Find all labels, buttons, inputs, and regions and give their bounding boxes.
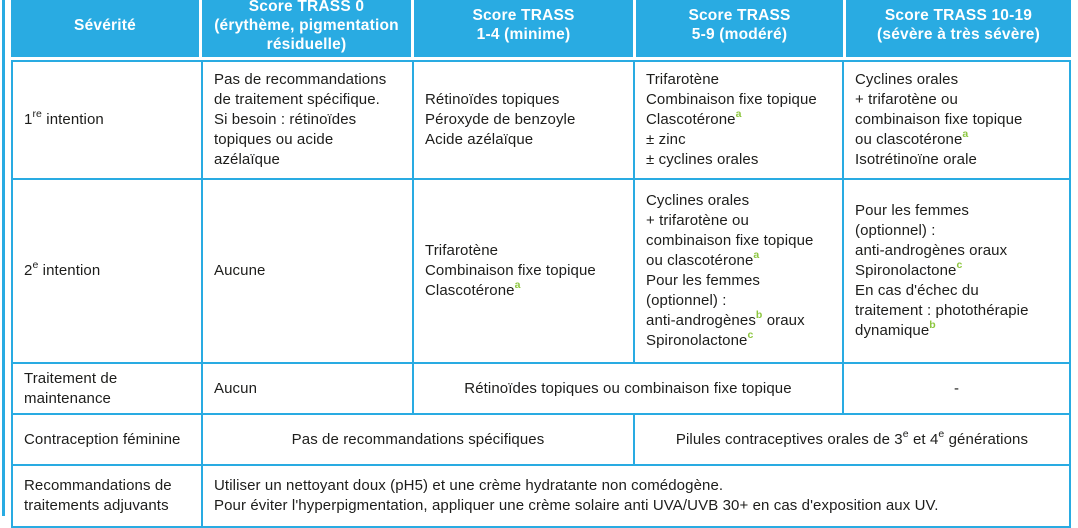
page-left-border xyxy=(2,0,5,516)
cell-r1-c2: Pas de recommandations de traitement spéc… xyxy=(203,62,412,178)
cell-r2-c5: Pour les femmes (optionnel) : anti-androgè… xyxy=(844,180,1069,362)
cell-r2-c3: Trifarotène Combinaison fixe topique Clasc… xyxy=(414,180,633,362)
footnote-marker: c xyxy=(747,329,754,341)
footnote-marker: a xyxy=(962,128,969,140)
row-label-4: Contraception féminine xyxy=(13,415,201,464)
cell-r2-c2: Aucune xyxy=(203,180,412,362)
ordinal-superscript: re xyxy=(32,108,42,120)
treatment-table: Sévérité Score TRASS 0 (érythème, pigmenta… xyxy=(11,0,1071,528)
footnote-marker: a xyxy=(753,249,760,261)
cell-r1-c5: Cyclines orales + trifarotène ou combinais… xyxy=(844,62,1069,178)
footnote-marker: b xyxy=(755,309,763,321)
cell-r4-c2: Pas de recommandations spécifiques xyxy=(203,415,633,464)
footnote-marker: a xyxy=(735,108,742,120)
ordinal-superscript: e xyxy=(32,259,39,271)
header-col-1: Sévérité xyxy=(11,0,199,57)
cell-r3-c4: - xyxy=(844,364,1069,413)
cell-r4-c3: Pilules contraceptives orales de 3e et 4… xyxy=(635,415,1069,464)
footnote-marker: b xyxy=(929,319,936,331)
table-body: 1re intention Pas de recommandations de tr… xyxy=(11,60,1071,528)
footnote-marker: c xyxy=(956,259,963,271)
ordinal-superscript: e xyxy=(902,427,909,440)
header-col-3: Score TRASS 1-4 (minime) xyxy=(414,0,633,57)
cell-r1-c3: Rétinoïdes topiques Péroxyde de benzoyle A… xyxy=(414,62,633,178)
row-label-2: 2e intention xyxy=(13,180,201,362)
row-label-3: Traitement de maintenance xyxy=(13,364,201,413)
cell-r3-c3: Rétinoïdes topiques ou combinaison fixe … xyxy=(414,364,842,413)
header-col-5: Score TRASS 10-19 (sévère à très sévère) xyxy=(846,0,1071,57)
header-col-2: Score TRASS 0 (érythème, pigmentation rési… xyxy=(202,0,411,57)
cell-r2-c4: Cyclines orales + trifarotène ou combinais… xyxy=(635,180,842,362)
footnote-marker: a xyxy=(514,279,521,291)
cell-r3-c2: Aucun xyxy=(203,364,412,413)
table-header-row: Sévérité Score TRASS 0 (érythème, pigmenta… xyxy=(11,0,1071,57)
cell-r5-c2: Utiliser un nettoyant doux (pH5) et une … xyxy=(203,466,1069,526)
cell-r1-c4: Trifarotène Combinaison fixe topique Clasc… xyxy=(635,62,842,178)
row-label-1: 1re intention xyxy=(13,62,201,178)
header-col-4: Score TRASS 5-9 (modéré) xyxy=(636,0,843,57)
ordinal-superscript: e xyxy=(938,427,945,440)
row-label-5: Recommandations de traitements adjuvants xyxy=(13,466,201,526)
